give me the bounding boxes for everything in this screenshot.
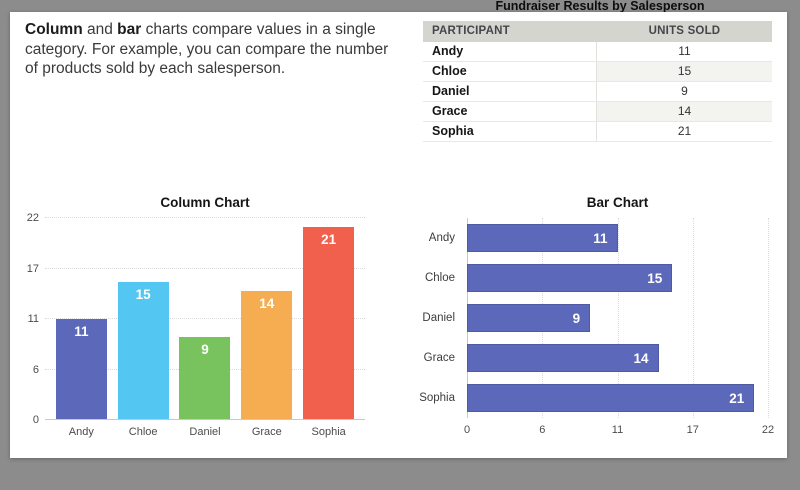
bar-gridline [692, 218, 694, 418]
participant-cell: Grace [423, 102, 597, 121]
bar-value-label: 9 [572, 310, 581, 326]
table-row: Grace 14 [423, 102, 772, 122]
bar-chart-row: 11 [467, 218, 768, 258]
column-chart-y-axis: 0 6 11 17 22 [10, 212, 39, 426]
column-y-tick-label: 0 [32, 414, 39, 426]
content-panel: Column and bar charts compare values in … [10, 12, 787, 458]
table-body: Andy 11 Chloe 15 Daniel 9 Grace 14 Sophia 21 [423, 42, 772, 142]
column-x-category-label: Andy [68, 426, 94, 438]
column-chart-title: Column Chart [160, 195, 250, 210]
description-text: Column and bar charts compare values in … [25, 20, 450, 79]
column-y-tick-label: 17 [26, 262, 39, 275]
bar-x-tick-label: 6 [539, 424, 546, 436]
horizontal-bar: 21 [467, 384, 755, 412]
results-table: PARTICIPANT UNITS SOLD Andy 11 Chloe 15 Dani… [423, 21, 772, 142]
units-sold-column-header: UNITS SOLD [648, 25, 721, 37]
column-bar-value-label: 14 [259, 296, 275, 312]
column-bar: 21 [303, 227, 355, 420]
horizontal-bar: 9 [467, 304, 591, 332]
bar-value-label: 14 [633, 350, 649, 366]
bar-x-tick-label: 17 [686, 424, 699, 436]
bar-value-label: 21 [729, 390, 745, 406]
column-bar: 14 [241, 291, 293, 420]
column-x-category-label: Grace [251, 426, 282, 438]
column-bar: 11 [55, 319, 107, 420]
column-x-category-label: Sophia [311, 426, 346, 438]
bar-chart-x-labels: 0 6 11 17 22 [463, 424, 774, 438]
bar-category-label: Daniel [422, 312, 455, 324]
column-chart-baseline [45, 419, 365, 420]
participant-cell: Chloe [423, 62, 597, 81]
column-bar-value-label: 15 [135, 287, 151, 303]
column-chart-bars: 11 15 9 14 21 [45, 218, 365, 420]
column-x-category-label: Daniel [189, 426, 221, 438]
bar-chart-title: Bar Chart [586, 195, 649, 210]
bar-x-tick-label: 22 [761, 424, 775, 436]
units-sold-cell: 9 [681, 84, 688, 98]
column-chart-x-labels: Andy Chloe Daniel Grace Sophia [45, 426, 365, 438]
units-sold-cell: 15 [597, 62, 772, 81]
bar-chart-row: 21 [467, 378, 768, 418]
column-gridline [45, 217, 365, 218]
participant-cell: Andy [423, 42, 597, 61]
description-line-2: category. For example, you can compare t… [25, 40, 389, 58]
page-title: Fundraiser Results by Salesperson [495, 0, 705, 13]
bar-value-label: 15 [647, 270, 663, 286]
horizontal-bar: 15 [467, 264, 673, 292]
units-sold-cell: 21 [677, 124, 692, 138]
bar-chart-row: 15 [467, 258, 768, 298]
bar-gridline [617, 218, 619, 418]
column-x-category-label: Chloe [128, 426, 158, 438]
table-row: Daniel 9 [423, 82, 772, 102]
column-y-tick-label: 22 [26, 212, 39, 224]
bar-x-tick-label: 0 [463, 424, 471, 436]
description-fragment: Column [25, 21, 83, 38]
description-fragment: charts compare values in a single [141, 21, 376, 38]
bar-category-label: Chloe [424, 272, 455, 284]
bar-category-label: Grace [423, 352, 455, 364]
units-sold-cell: 11 [678, 44, 691, 58]
description-line-1: Column and bar charts compare values in … [25, 20, 450, 40]
bar-gridline [768, 218, 769, 418]
horizontal-bar: 11 [467, 224, 618, 252]
participant-column-header: PARTICIPANT [432, 25, 510, 37]
bar-value-label: 11 [593, 230, 608, 246]
column-chart-plot: 11 15 9 14 21 [45, 217, 365, 420]
column-bar-value-label: 11 [74, 324, 89, 339]
bar-category-label: Andy [428, 232, 455, 244]
participant-cell: Sophia [423, 122, 597, 141]
column-gridline [45, 318, 365, 319]
description-line-3: of products sold by each salesperson. [25, 60, 286, 77]
table-header-row: PARTICIPANT UNITS SOLD [423, 21, 772, 42]
bar-category-label: Sophia [419, 392, 455, 404]
column-y-tick-label: 6 [32, 363, 39, 376]
table-row: Andy 11 [423, 42, 772, 62]
column-y-tick-label: 11 [27, 313, 39, 325]
bar-chart-row: 14 [467, 338, 768, 378]
table-row: Chloe 15 [423, 62, 772, 82]
description-fragment: and [82, 21, 118, 38]
bar-chart-bars: 11 15 9 14 21 [467, 218, 768, 418]
column-gridline [45, 267, 365, 269]
column-bar-value-label: 21 [321, 232, 337, 248]
bar-chart-category-labels: Andy Chloe Daniel Grace Sophia [367, 218, 455, 418]
units-sold-cell: 14 [597, 102, 772, 121]
participant-cell: Daniel [423, 82, 597, 101]
bar-chart-plot: 11 15 9 14 21 [467, 218, 769, 418]
description-fragment: bar [117, 21, 142, 38]
bar-x-tick-label: 11 [611, 424, 624, 436]
bar-chart-row: 9 [467, 298, 768, 338]
column-bar: 15 [117, 282, 169, 420]
table-row: Sophia 21 [423, 122, 772, 142]
column-bar: 9 [179, 337, 231, 420]
column-bar-value-label: 9 [201, 342, 209, 358]
horizontal-bar: 14 [467, 344, 659, 372]
